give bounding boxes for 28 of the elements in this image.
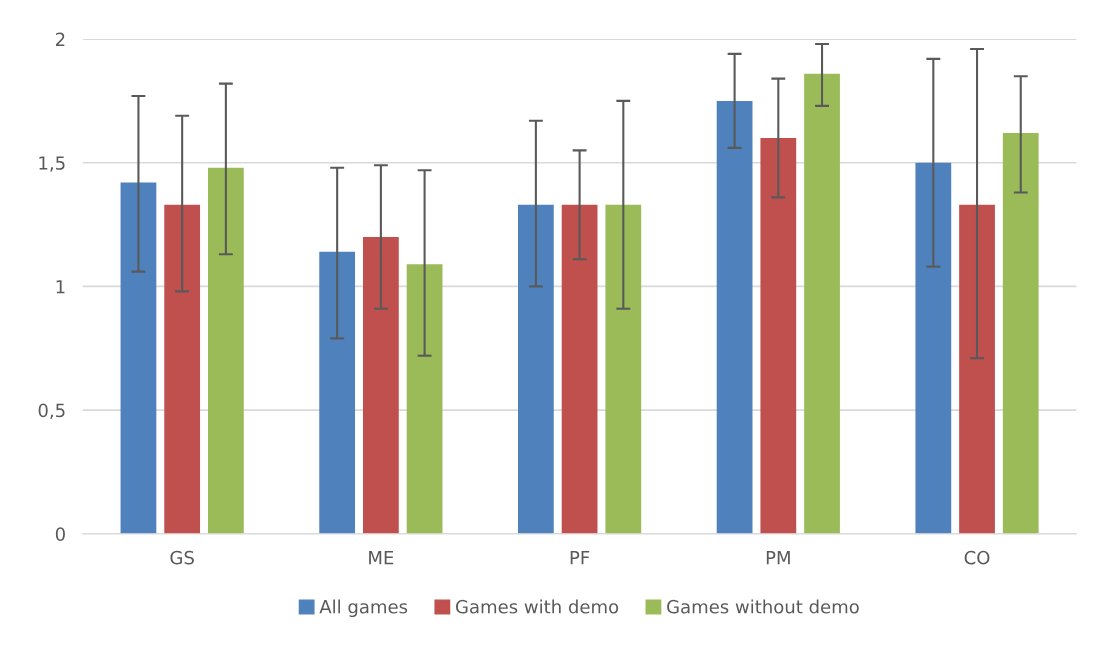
y-tick-label: 1 <box>56 280 65 294</box>
legend-label: All games <box>319 599 408 618</box>
y-tick-label: 0,5 <box>38 403 65 420</box>
bar <box>915 162 952 534</box>
x-tick-label: PM <box>766 551 790 565</box>
bar <box>959 204 995 534</box>
bar <box>363 236 399 534</box>
y-tick-label: 1,5 <box>39 156 65 172</box>
bar <box>406 264 443 534</box>
bar <box>120 182 157 534</box>
bar <box>760 138 797 534</box>
bar <box>319 251 356 534</box>
bar <box>164 204 201 534</box>
bar <box>716 100 753 534</box>
x-tick-label: PF <box>570 551 590 565</box>
bar <box>1002 133 1039 534</box>
legend-label: Games without demo <box>667 599 859 614</box>
bar <box>561 204 598 534</box>
bar <box>207 167 244 534</box>
x-tick-label: CO <box>964 550 990 565</box>
y-tick-label: 0 <box>55 527 65 541</box>
y-tick-label: 2 <box>55 32 65 46</box>
bar <box>518 204 554 534</box>
bar <box>605 204 642 534</box>
bar <box>804 73 840 534</box>
x-tick-label: GS <box>170 550 194 565</box>
legend-label: Games with demo <box>455 599 619 614</box>
x-tick-label: ME <box>369 551 394 565</box>
